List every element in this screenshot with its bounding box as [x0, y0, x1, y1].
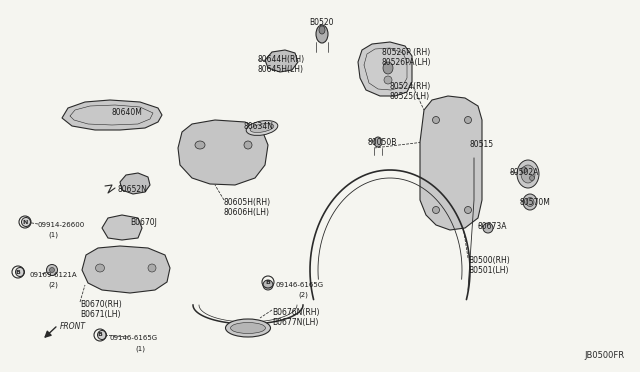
Polygon shape	[420, 96, 482, 230]
Text: (1): (1)	[48, 232, 58, 238]
Ellipse shape	[263, 280, 273, 290]
Ellipse shape	[521, 165, 535, 183]
Ellipse shape	[433, 206, 440, 214]
Ellipse shape	[148, 264, 156, 272]
Ellipse shape	[250, 124, 274, 132]
Text: (2): (2)	[48, 282, 58, 289]
Ellipse shape	[47, 264, 58, 276]
Text: B: B	[266, 279, 271, 285]
Text: 09169-6121A: 09169-6121A	[30, 272, 77, 278]
Text: 80640M: 80640M	[112, 108, 143, 117]
Text: 09146-6165G: 09146-6165G	[276, 282, 324, 288]
Text: B0677N(LH): B0677N(LH)	[272, 318, 318, 327]
Text: 80525(LH): 80525(LH)	[390, 92, 430, 101]
Ellipse shape	[195, 141, 205, 149]
Polygon shape	[265, 50, 298, 72]
Text: B0671(LH): B0671(LH)	[80, 310, 120, 319]
Text: 80673A: 80673A	[478, 222, 508, 231]
Ellipse shape	[529, 176, 534, 180]
Ellipse shape	[319, 26, 325, 34]
Text: (1): (1)	[135, 345, 145, 352]
Polygon shape	[102, 215, 142, 240]
Text: 80526PA(LH): 80526PA(LH)	[382, 58, 431, 67]
Polygon shape	[358, 42, 412, 96]
Text: 80645H(LH): 80645H(LH)	[258, 65, 304, 74]
Text: 80515: 80515	[470, 140, 494, 149]
Text: FRONT: FRONT	[60, 322, 86, 331]
Polygon shape	[178, 120, 268, 185]
Text: B0520: B0520	[310, 18, 334, 27]
Ellipse shape	[521, 167, 527, 173]
Ellipse shape	[523, 194, 537, 210]
Ellipse shape	[384, 76, 392, 84]
Ellipse shape	[22, 218, 31, 227]
Text: N: N	[22, 219, 28, 224]
Ellipse shape	[49, 267, 54, 273]
Ellipse shape	[465, 206, 472, 214]
Ellipse shape	[246, 121, 278, 135]
Text: 80634N: 80634N	[244, 122, 274, 131]
Text: 80644H(RH): 80644H(RH)	[258, 55, 305, 64]
Text: 80524(RH): 80524(RH)	[390, 82, 431, 91]
Text: B0676N(RH): B0676N(RH)	[272, 308, 319, 317]
Text: B0500(RH): B0500(RH)	[468, 256, 509, 265]
Text: 80502A: 80502A	[510, 168, 540, 177]
Polygon shape	[62, 100, 162, 130]
Ellipse shape	[483, 223, 493, 233]
Text: 80606H(LH): 80606H(LH)	[224, 208, 270, 217]
Ellipse shape	[517, 160, 539, 188]
Ellipse shape	[15, 267, 24, 276]
Text: 09914-26600: 09914-26600	[38, 222, 85, 228]
Ellipse shape	[526, 198, 534, 206]
Ellipse shape	[374, 137, 382, 147]
Text: 80605H(RH): 80605H(RH)	[224, 198, 271, 207]
Ellipse shape	[465, 116, 472, 124]
Ellipse shape	[95, 264, 104, 272]
Polygon shape	[82, 246, 170, 293]
Text: 80570M: 80570M	[520, 198, 551, 207]
Ellipse shape	[244, 141, 252, 149]
Ellipse shape	[433, 116, 440, 124]
Text: 80050B: 80050B	[368, 138, 397, 147]
Ellipse shape	[230, 323, 266, 334]
Text: JB0500FR: JB0500FR	[585, 351, 625, 360]
Text: (2): (2)	[298, 292, 308, 298]
Text: B0501(LH): B0501(LH)	[468, 266, 509, 275]
Text: 09146-6165G: 09146-6165G	[110, 335, 158, 341]
Text: B0670J: B0670J	[130, 218, 157, 227]
Ellipse shape	[383, 62, 393, 74]
Text: B: B	[15, 269, 20, 275]
Ellipse shape	[316, 25, 328, 43]
Text: 80652N: 80652N	[118, 185, 148, 194]
Ellipse shape	[97, 330, 106, 340]
Polygon shape	[120, 173, 150, 194]
Ellipse shape	[225, 319, 271, 337]
Text: B: B	[97, 333, 102, 337]
Text: 80526P (RH): 80526P (RH)	[382, 48, 430, 57]
Text: B0670(RH): B0670(RH)	[80, 300, 122, 309]
